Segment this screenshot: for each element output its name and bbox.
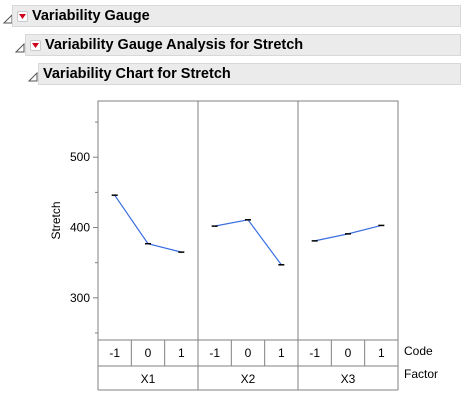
code-label: 1 bbox=[378, 346, 385, 360]
factor-label: X1 bbox=[141, 372, 156, 386]
chart-title: Variability Chart for Stretch bbox=[43, 66, 231, 82]
disclosure-triangle-icon[interactable] bbox=[27, 69, 38, 82]
factor-row-label: Factor bbox=[404, 367, 438, 381]
code-label: -1 bbox=[309, 346, 320, 360]
code-label: 0 bbox=[245, 346, 252, 360]
report-header-variability-gauge: Variability Gauge bbox=[12, 5, 461, 27]
code-label: 1 bbox=[278, 346, 285, 360]
analysis-title: Variability Gauge Analysis for Stretch bbox=[45, 37, 304, 53]
disclosure-triangle-icon[interactable] bbox=[14, 40, 25, 53]
factor-label: X3 bbox=[341, 372, 356, 386]
code-label: 0 bbox=[145, 346, 152, 360]
analysis-header: Variability Gauge Analysis for Stretch bbox=[25, 34, 461, 56]
red-triangle-menu-icon[interactable] bbox=[30, 39, 41, 51]
red-triangle-menu-icon[interactable] bbox=[17, 10, 28, 22]
report-title: Variability Gauge bbox=[32, 8, 150, 24]
code-row-label: Code bbox=[404, 344, 433, 358]
code-label: -1 bbox=[209, 346, 220, 360]
y-tick-label: 300 bbox=[70, 291, 90, 305]
code-label: 1 bbox=[178, 346, 185, 360]
y-axis-title: Stretch bbox=[49, 201, 63, 239]
y-tick-label: 500 bbox=[70, 150, 90, 164]
code-label: -1 bbox=[109, 346, 120, 360]
y-tick-label: 400 bbox=[70, 221, 90, 235]
chart-header: Variability Chart for Stretch bbox=[38, 63, 461, 85]
code-label: 0 bbox=[345, 346, 352, 360]
factor-label: X2 bbox=[241, 372, 256, 386]
